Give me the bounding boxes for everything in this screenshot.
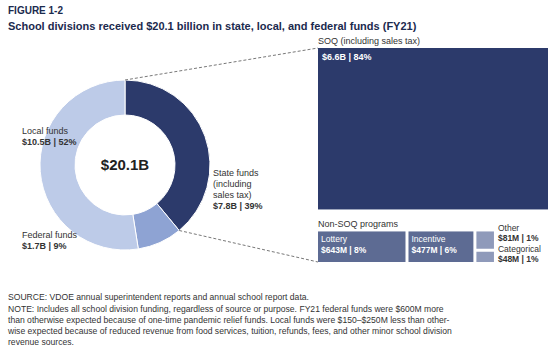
note: NOTE: Includes all school division fundi… xyxy=(8,304,444,314)
cell-label: SOQ (including sales tax) xyxy=(318,36,420,46)
connector-line xyxy=(179,230,318,262)
treemap-cell xyxy=(318,231,405,262)
slice-label-line: Federal funds xyxy=(22,230,78,240)
cell-value-label: $81M | 1% xyxy=(498,233,539,243)
cell-value-label: $6.6B | 84% xyxy=(322,52,372,62)
slice-label: State funds(includingsales tax) xyxy=(213,168,259,200)
slice-value-label: $10.5B | 52% xyxy=(22,137,77,147)
cell-label: Other xyxy=(498,223,519,233)
figure-number: FIGURE 1-2 xyxy=(8,5,63,16)
slice-label-line: (including xyxy=(213,179,252,189)
note: wise expected because of reduced revenue… xyxy=(7,326,452,336)
slice-value-label: $1.7B | 9% xyxy=(22,241,67,251)
cell-label: Incentive xyxy=(411,234,445,244)
chart-container: FIGURE 1-2 School divisions received $20.… xyxy=(0,0,555,356)
cell-label: Categorical xyxy=(498,244,541,254)
treemap-cell xyxy=(476,231,494,248)
treemap-cell xyxy=(318,48,548,209)
title: School divisions received $20.1 billion … xyxy=(8,20,417,32)
center-label: $20.1B xyxy=(101,156,150,173)
cell-value-label: $477M | 6% xyxy=(411,245,457,255)
cell-value-label: $643M | 8% xyxy=(321,245,367,255)
donut-slice xyxy=(133,204,179,249)
connector-line xyxy=(125,48,318,80)
treemap xyxy=(318,48,548,262)
note: than otherwise expected because of one-t… xyxy=(8,315,450,325)
slice-label-line: sales tax) xyxy=(213,190,252,200)
source: SOURCE: VDOE annual superintendent repor… xyxy=(8,292,309,302)
treemap-labels: Non-SOQ programs SOQ (including sales tax… xyxy=(318,36,541,264)
slice-value-label: $7.8B | 39% xyxy=(213,201,263,211)
slice-label: Local funds xyxy=(22,126,69,136)
treemap-cell xyxy=(408,231,473,262)
cell-value-label: $48M | 1% xyxy=(498,254,539,264)
slice-label: Federal funds xyxy=(22,230,78,240)
cell-label: Lottery xyxy=(321,234,348,244)
figure: FIGURE 1-2 School divisions received $20.… xyxy=(0,0,555,356)
slice-label-line: State funds xyxy=(213,168,259,178)
donut xyxy=(40,80,210,250)
slice-label-line: Local funds xyxy=(22,126,69,136)
background xyxy=(0,0,555,356)
group-label: Non-SOQ programs xyxy=(318,219,399,229)
note: revenue sources. xyxy=(8,337,74,347)
treemap-cell xyxy=(476,252,494,262)
